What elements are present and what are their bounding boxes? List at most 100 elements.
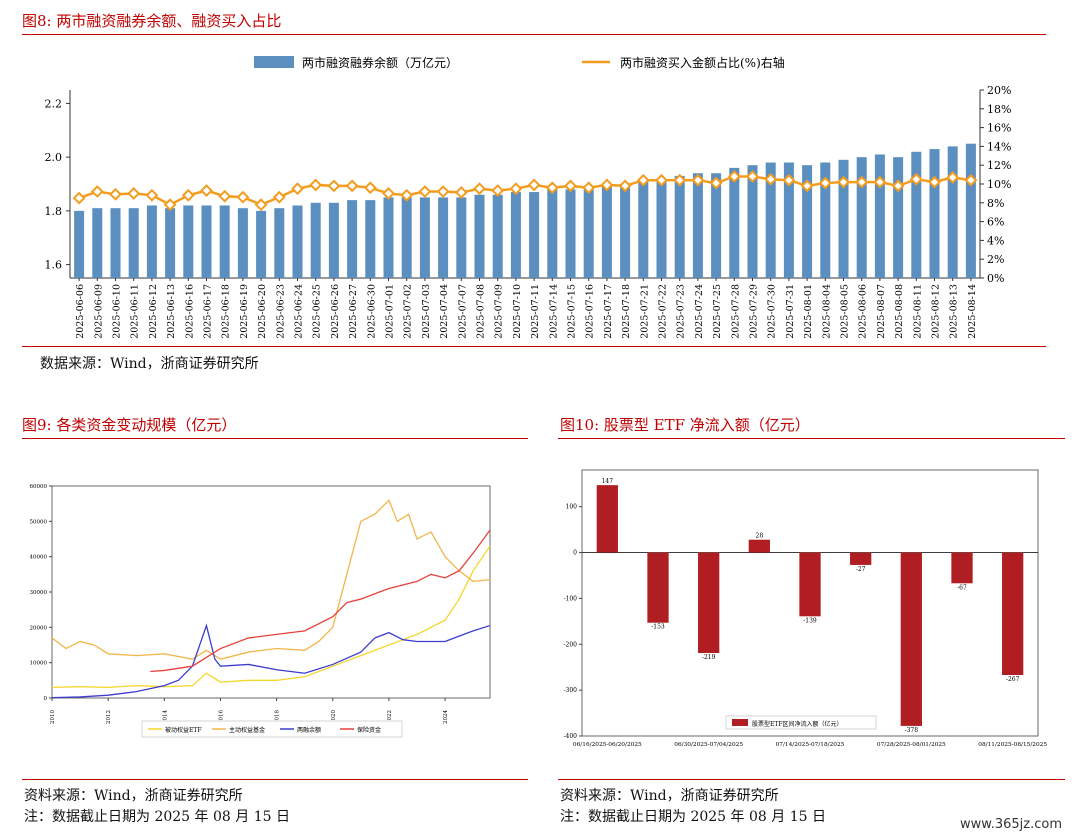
fig8-xtick-label: 2025-08-05 xyxy=(840,284,851,339)
fig8-bar xyxy=(674,175,685,278)
fig8-line-marker xyxy=(491,184,505,197)
fig10-source: 资料来源：Wind，浙商证券研究所 xyxy=(560,788,779,804)
fig8-xtick-label: 2025-07-28 xyxy=(730,284,741,339)
fig8-line-marker xyxy=(473,182,486,196)
fig8-bar xyxy=(620,184,631,278)
fig8-bar xyxy=(893,157,904,278)
fig8-line-marker xyxy=(454,186,468,199)
fig8-bar xyxy=(456,197,467,278)
fig9-legend-label: 两融余额 xyxy=(297,726,321,734)
fig8-xtick-label: 2025-06-19 xyxy=(239,284,250,339)
fig8-ytick-right-label: 4% xyxy=(987,234,1004,247)
fig8-xtick-label: 2025-08-01 xyxy=(803,284,814,339)
fig9-ytick-label: 60000 xyxy=(30,484,48,490)
fig8-line-marker xyxy=(636,173,650,187)
fig10-bottom-rule xyxy=(558,779,1065,780)
fig8-xtick-label: 2025-07-09 xyxy=(494,284,505,339)
fig8-ytick-right-label: 8% xyxy=(987,197,1004,210)
fig8-line-marker xyxy=(964,173,978,187)
fig8-axes: 1.6 1.8 2.0 2.2 0% 2% 4% 6% 8% 10% 12% 14% 16% 18% 20% xyxy=(45,84,1012,285)
fig8-bar xyxy=(365,200,376,278)
fig8-line-marker xyxy=(909,172,923,186)
fig10-data-label: -139 xyxy=(803,617,817,624)
fig8-ytick-right-label: 10% xyxy=(987,178,1011,191)
fig10-ytick-label: -200 xyxy=(564,641,578,648)
fig8-line-marker xyxy=(837,175,850,189)
fig8-xtick-label: 2025-07-18 xyxy=(621,284,632,339)
fig8-xtick-label: 2025-06-27 xyxy=(348,284,359,339)
fig8-top-rule xyxy=(22,34,1046,35)
fig8-ytick-label: 1.8 xyxy=(45,205,63,218)
fig8-bar xyxy=(965,143,976,278)
fig8-line-marker xyxy=(800,179,814,193)
fig8-line-marker xyxy=(181,188,195,202)
fig9-series-line xyxy=(150,529,491,673)
fig9-axes: 0 10000 20000 30000 40000 50000 60000 2010 2012 2… xyxy=(30,484,491,724)
fig8-legend-line-label: 两市融资买入金额占比(%)右轴 xyxy=(620,55,785,70)
fig8-xtick-label: 2025-06-30 xyxy=(366,284,377,339)
fig8-xtick-label: 2025-07-25 xyxy=(712,284,723,339)
fig10-xtick-label: 07/28/2025-08/01/2025 xyxy=(877,742,946,748)
fig8-bar xyxy=(583,186,594,278)
fig10-note: 注：数据截止日期为 2025 年 08 月 15 日 xyxy=(560,809,826,825)
fig10-title: 图10: 股票型 ETF 净流入额（亿元） xyxy=(560,416,810,434)
fig10-data-label: -378 xyxy=(905,727,919,734)
fig8-xtick-label: 2025-06-25 xyxy=(312,284,323,339)
fig9-ytick-label: 10000 xyxy=(30,661,48,667)
fig8-xtick-labels: 2025-06-06 2025-06-09 2025-06-10 2025-06-11… xyxy=(75,278,978,339)
fig8-bar xyxy=(820,162,831,278)
fig8-line-marker xyxy=(254,198,268,212)
fig8-line-marker xyxy=(327,179,341,193)
fig8-xtick-label: 2025-07-03 xyxy=(421,284,432,339)
fig8-bar xyxy=(401,197,412,278)
fig8-line-marker xyxy=(709,176,723,190)
fig9-plot-frame xyxy=(51,485,491,699)
fig8-bar xyxy=(201,205,212,278)
fig9-xtick-label: 2014 xyxy=(162,710,168,724)
fig8-line-marker xyxy=(673,173,687,187)
fig10-data-label: -67 xyxy=(957,584,967,591)
fig8-line-marker xyxy=(200,184,213,197)
fig8-xtick-label: 2025-07-07 xyxy=(457,284,468,339)
fig8-line-marker xyxy=(691,173,705,187)
fig8-line-marker xyxy=(655,173,668,187)
fig8-ytick-right-label: 12% xyxy=(987,159,1011,172)
fig8-xtick-label: 2025-08-12 xyxy=(931,284,942,339)
fig8-xtick-label: 2025-06-26 xyxy=(330,284,341,339)
fig8-xtick-label: 2025-06-09 xyxy=(93,284,104,339)
fig9-source: 资料来源：Wind，浙商证券研究所 xyxy=(24,788,243,804)
fig8-bar xyxy=(565,189,576,278)
fig8-bar xyxy=(347,200,358,278)
fig8-line-marker xyxy=(163,198,177,212)
fig8-xtick-label: 2025-08-07 xyxy=(876,284,887,339)
fig10-bar xyxy=(900,552,922,726)
fig10-bar xyxy=(748,539,770,553)
fig8-bar xyxy=(128,208,139,278)
fig8-ytick-right-label: 20% xyxy=(987,84,1011,97)
fig8-line-marker xyxy=(236,190,250,204)
fig10-data-label: 147 xyxy=(602,478,614,485)
fig8-ytick-right-label: 6% xyxy=(987,216,1004,229)
fig8-line-marker xyxy=(127,186,141,200)
fig9-ytick-label: 50000 xyxy=(30,519,48,525)
fig8-bar xyxy=(183,205,194,278)
fig8-xtick-label: 2025-07-14 xyxy=(548,284,559,339)
fig8-line-marker xyxy=(564,179,577,193)
fig8-line-marker xyxy=(855,175,869,189)
fig10-top-rule xyxy=(558,438,1065,439)
fig9-legend-label: 被动权益ETF xyxy=(165,726,202,734)
fig10-chart: 100 0 -100 -200 -300 -400 06/16/2025-06/20/202… xyxy=(564,469,1047,748)
fig8-xtick-label: 2025-07-16 xyxy=(585,284,596,339)
fig8-xtick-label: 2025-06-24 xyxy=(294,284,305,339)
fig8-bar xyxy=(292,205,303,278)
fig10-data-label: -219 xyxy=(702,654,716,661)
fig8-line-marker xyxy=(291,182,304,196)
fig9-note: 注：数据截止日期为 2025 年 08 月 15 日 xyxy=(24,809,290,825)
fig8-xtick-label: 2025-07-23 xyxy=(676,284,687,339)
fig10-bar xyxy=(850,552,872,565)
fig10-data-label: -267 xyxy=(1006,676,1020,683)
fig8-xtick-label: 2025-07-31 xyxy=(785,284,796,339)
fig8-line-marker xyxy=(272,190,286,204)
fig8-bar xyxy=(729,167,740,278)
fig8-ytick-right-label: 14% xyxy=(987,140,1011,153)
